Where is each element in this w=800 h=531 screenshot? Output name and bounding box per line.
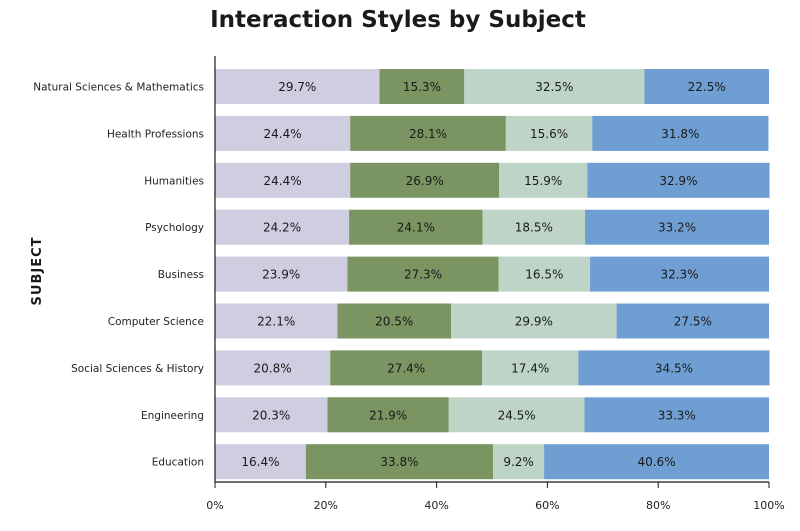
data-label-psychology-s2: 24.1% [397,221,435,235]
bar-segment-psychology-s4 [585,209,769,245]
data-label-social-sciences-and-history-s1: 20.8% [254,361,292,375]
bar-segment-psychology-s3 [482,209,586,245]
bar-segment-psychology-s2 [349,209,483,245]
x-tick-label-100: 100% [753,499,784,512]
category-label-humanities: Humanities [144,175,204,187]
data-label-social-sciences-and-history-s4: 34.5% [655,361,693,375]
bar-segment-computer-science-s4 [616,303,769,339]
bar-segment-health-professions-s1 [215,115,351,151]
bar-segment-business-s4 [590,256,769,292]
bar-segment-computer-science-s1 [215,303,338,339]
bar-segment-education-s2 [305,444,494,480]
chart-title: Interaction Styles by Subject [210,7,586,33]
y-axis-label: SUBJECT [30,237,45,306]
data-label-psychology-s4: 33.2% [658,221,696,235]
bar-segment-engineering-s4 [584,397,769,433]
data-label-humanities-s2: 26.9% [406,174,444,188]
bar-segment-business-s3 [498,256,591,292]
data-label-natural-sciences-and-mathematics-s2: 15.3% [403,80,441,94]
data-label-health-professions-s3: 15.6% [530,127,568,141]
data-label-education-s2: 33.8% [380,455,418,469]
data-label-education-s1: 16.4% [241,455,279,469]
bar-segment-humanities-s4 [587,162,770,198]
bar-segment-natural-sciences-and-mathematics-s4 [644,69,769,104]
category-label-business: Business [158,269,204,281]
bar-segment-computer-science-s2 [337,303,452,339]
bar-segment-business-s2 [347,256,499,292]
bar-segment-engineering-s2 [327,397,449,433]
bar-segment-social-sciences-and-history-s1 [215,350,331,386]
category-label-computer-science: Computer Science [108,316,204,328]
bar-segment-computer-science-s3 [451,303,617,339]
bar-segment-health-professions-s2 [350,115,506,151]
bar-segment-humanities-s2 [350,162,500,198]
bar-segment-social-sciences-and-history-s2 [330,350,483,386]
data-label-natural-sciences-and-mathematics-s4: 22.5% [688,80,726,94]
data-label-business-s3: 16.5% [525,268,563,282]
bar-segment-natural-sciences-and-mathematics-s3 [464,69,645,104]
data-label-engineering-s3: 24.5% [498,408,536,422]
x-tick-label-0: 0% [206,499,223,512]
data-label-computer-science-s2: 20.5% [375,315,413,329]
data-label-psychology-s3: 18.5% [515,221,553,235]
x-tick-label-20: 20% [314,499,338,512]
bar-segment-business-s1 [215,256,348,292]
bar-segment-engineering-s1 [215,397,328,433]
bar-segment-education-s3 [493,444,545,480]
data-label-psychology-s1: 24.2% [263,221,301,235]
data-label-social-sciences-and-history-s3: 17.4% [511,361,549,375]
bar-segment-natural-sciences-and-mathematics-s2 [379,69,465,104]
data-label-business-s2: 27.3% [404,268,442,282]
data-label-computer-science-s3: 29.9% [515,315,553,329]
bar-segment-natural-sciences-and-mathematics-s1 [215,69,380,104]
bar-segment-humanities-s1 [215,162,351,198]
data-label-natural-sciences-and-mathematics-s3: 32.5% [535,80,573,94]
data-label-natural-sciences-and-mathematics-s1: 29.7% [278,80,316,94]
data-label-humanities-s4: 32.9% [659,174,697,188]
category-label-health-professions: Health Professions [107,128,204,140]
bar-segment-humanities-s3 [499,162,588,198]
data-label-education-s3: 9.2% [503,455,534,469]
bar-segment-social-sciences-and-history-s3 [482,350,579,386]
bar-segment-engineering-s3 [448,397,585,433]
data-label-business-s1: 23.9% [262,268,300,282]
category-label-social-sciences-and-history: Social Sciences & History [71,363,204,375]
data-label-computer-science-s1: 22.1% [257,315,295,329]
data-label-engineering-s1: 20.3% [252,408,290,422]
axes-layer: 0% 20% 40% 60% 80% 100% [206,56,785,512]
x-tick-label-60: 60% [535,499,559,512]
data-label-engineering-s4: 33.3% [658,408,696,422]
data-label-education-s4: 40.6% [637,455,675,469]
data-label-business-s4: 32.3% [660,268,698,282]
data-label-engineering-s2: 21.9% [369,408,407,422]
x-tick-label-80: 80% [646,499,670,512]
data-label-social-sciences-and-history-s2: 27.4% [387,361,425,375]
data-label-health-professions-s4: 31.8% [661,127,699,141]
bar-segment-education-s1 [215,444,306,480]
data-label-health-professions-s2: 28.1% [409,127,447,141]
bars-layer [215,69,770,480]
bar-segment-health-professions-s4 [592,115,769,151]
bar-segment-education-s4 [544,444,769,480]
labels-layer: Natural Sciences & Mathematics 29.7% 15.3%… [33,80,726,469]
category-label-education: Education [152,457,204,469]
category-label-psychology: Psychology [145,222,204,234]
category-label-natural-sciences-and-mathematics: Natural Sciences & Mathematics [33,82,204,94]
x-tick-label-40: 40% [424,499,448,512]
data-label-humanities-s3: 15.9% [524,174,562,188]
data-label-health-professions-s1: 24.4% [264,127,302,141]
bar-segment-social-sciences-and-history-s4 [578,350,770,386]
data-label-computer-science-s4: 27.5% [674,315,712,329]
category-label-engineering: Engineering [141,410,204,422]
data-label-humanities-s1: 24.4% [264,174,302,188]
bar-segment-psychology-s1 [215,209,350,245]
bar-segment-health-professions-s3 [505,115,593,151]
